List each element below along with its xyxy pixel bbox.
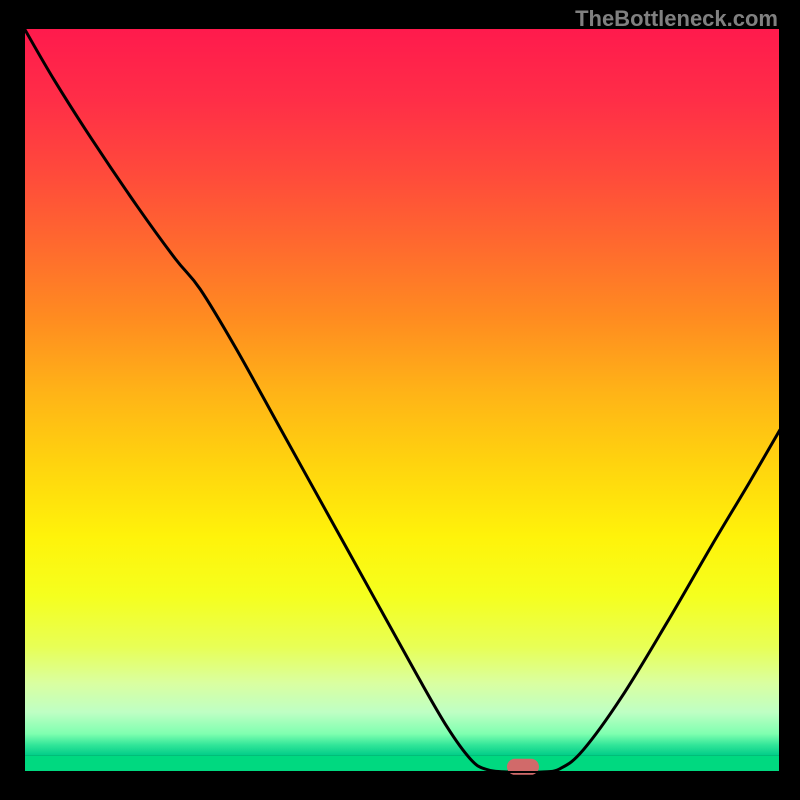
bottom-band — [24, 756, 780, 772]
chart-container — [0, 0, 800, 800]
watermark-text: TheBottleneck.com — [575, 6, 778, 32]
bottleneck-curve-chart — [0, 0, 800, 800]
